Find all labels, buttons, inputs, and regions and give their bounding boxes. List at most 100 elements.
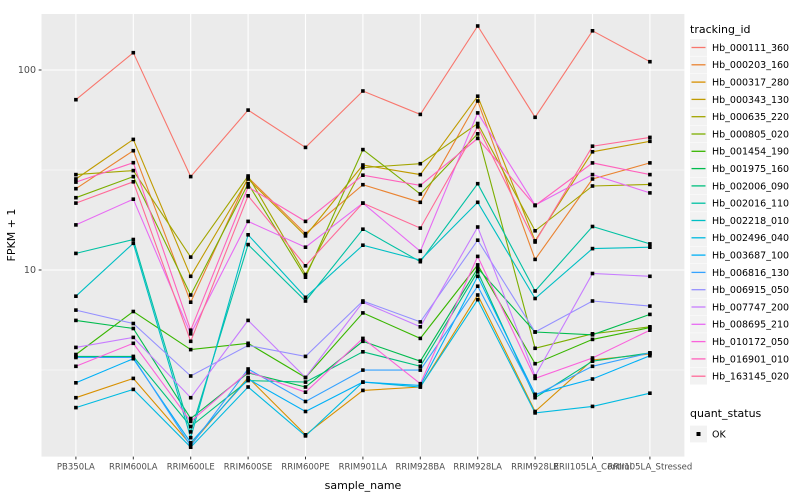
- data-point: [188, 444, 193, 448]
- data-point: [246, 177, 250, 181]
- data-point: [303, 380, 308, 384]
- data-point: [303, 385, 308, 389]
- data-point: [361, 243, 365, 247]
- data-point: [648, 182, 652, 187]
- data-point: [131, 197, 136, 201]
- data-point: [475, 270, 480, 274]
- data-point: [303, 145, 308, 150]
- data-point: [418, 200, 423, 205]
- data-point: [418, 161, 423, 166]
- legend-item-label: Hb_016901_010: [712, 354, 789, 365]
- legend-item: Hb_000317_280: [690, 73, 789, 91]
- data-point: [303, 354, 308, 359]
- data-point: [418, 381, 423, 386]
- data-point: [131, 321, 136, 326]
- data-point: [74, 223, 78, 227]
- data-point: [418, 172, 423, 177]
- data-point: [131, 241, 136, 246]
- x-tick-label: RRIM928BA: [396, 463, 446, 473]
- data-point: [74, 355, 78, 360]
- data-point: [74, 195, 78, 200]
- data-point: [533, 296, 537, 301]
- data-point: [418, 183, 423, 188]
- legend-item: Hb_000111_360: [690, 39, 789, 56]
- data-point: [188, 347, 193, 352]
- data-point: [361, 388, 365, 393]
- data-point: [361, 311, 365, 315]
- data-point: [590, 333, 595, 337]
- data-point: [361, 182, 365, 187]
- data-point: [246, 385, 250, 389]
- data-point: [246, 181, 250, 186]
- data-point: [533, 240, 537, 244]
- legend-item-label: Hb_000203_160: [712, 60, 789, 71]
- data-point: [188, 440, 193, 445]
- data-point: [648, 274, 652, 279]
- x-tick-label: RRIM600LE: [167, 463, 215, 473]
- data-point: [74, 177, 78, 181]
- data-point: [590, 299, 595, 303]
- x-tick-label: RRIM901LA: [339, 463, 388, 473]
- data-point: [188, 435, 193, 440]
- data-point: [74, 318, 78, 323]
- data-point: [361, 336, 365, 341]
- data-point: [475, 293, 480, 297]
- data-point: [303, 295, 308, 300]
- data-point: [303, 375, 308, 380]
- data-point: [418, 359, 423, 363]
- data-point: [131, 309, 136, 314]
- data-point: [533, 395, 537, 400]
- data-point: [590, 144, 595, 148]
- data-point: [74, 395, 78, 400]
- legend-item-label: Hb_007747_200: [712, 302, 789, 313]
- data-point: [74, 172, 78, 177]
- x-axis-title: sample_name: [325, 479, 402, 492]
- data-point: [188, 424, 193, 429]
- data-point: [361, 368, 365, 372]
- data-point: [131, 376, 136, 381]
- data-point: [303, 231, 308, 236]
- data-point: [418, 258, 423, 262]
- data-point: [188, 374, 193, 378]
- data-point: [188, 416, 193, 421]
- data-point: [475, 132, 480, 136]
- data-point: [590, 377, 595, 381]
- data-point: [648, 312, 652, 317]
- data-point: [131, 335, 136, 340]
- legend-item: Hb_000343_130: [690, 91, 789, 108]
- legend-item-label: Hb_002016_110: [712, 199, 789, 210]
- data-point: [303, 399, 308, 404]
- data-point: [303, 272, 308, 277]
- data-point: [303, 434, 308, 438]
- data-point: [303, 275, 308, 279]
- data-point: [74, 352, 78, 357]
- data-point: [475, 225, 480, 229]
- data-point: [246, 369, 250, 374]
- data-point: [188, 255, 193, 259]
- data-point: [74, 251, 78, 256]
- data-point: [361, 339, 365, 344]
- data-point: [188, 339, 193, 344]
- x-tick-label: RRIM928LA: [453, 463, 502, 473]
- data-point: [361, 350, 365, 354]
- data-point: [361, 163, 365, 167]
- data-point: [361, 173, 365, 177]
- legend-item: Hb_002006_090: [690, 177, 789, 195]
- data-point: [475, 111, 480, 115]
- data-point: [648, 325, 652, 330]
- data-point: [188, 300, 193, 304]
- data-point: [246, 367, 250, 371]
- legend-item: Hb_000635_220: [690, 108, 789, 126]
- data-point: [648, 139, 652, 144]
- data-point: [303, 390, 308, 394]
- data-point: [131, 160, 136, 165]
- legend-item: Hb_006915_050: [690, 281, 789, 299]
- legend-item: Hb_163145_020: [690, 367, 789, 385]
- legend-quant-status: OK: [690, 425, 726, 443]
- legend-title-tracking-id: tracking_id: [690, 23, 751, 36]
- legend-item-label: Hb_006816_130: [712, 268, 789, 279]
- data-point: [533, 374, 537, 378]
- data-point: [418, 192, 423, 196]
- data-point: [475, 297, 480, 302]
